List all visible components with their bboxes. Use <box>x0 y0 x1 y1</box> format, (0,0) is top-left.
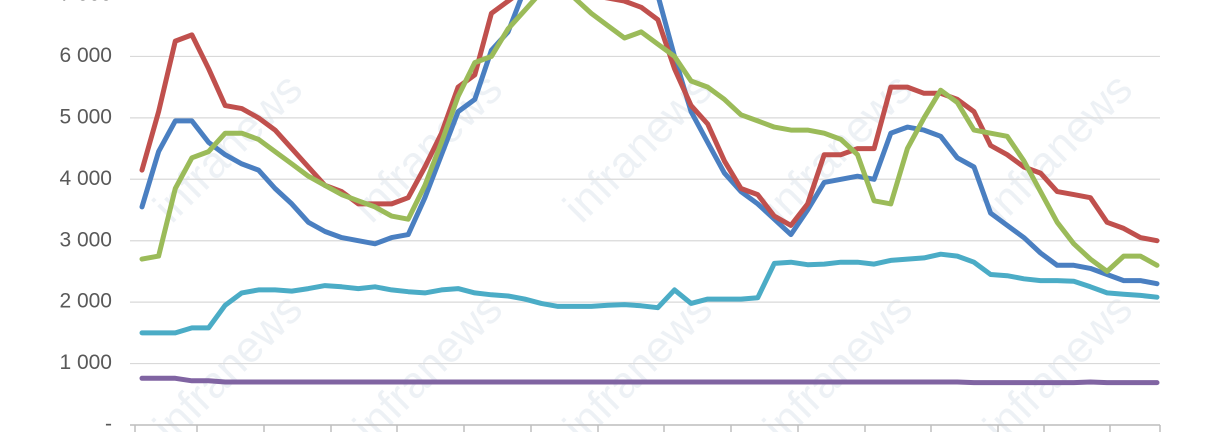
x-axis <box>130 424 1161 432</box>
watermark: infranews <box>974 284 1142 432</box>
watermark-layer: infranews infranews infranews infranews infr… <box>144 64 1142 432</box>
series-line <box>139 0 1160 287</box>
y-tick-label: 3 000 <box>59 228 112 251</box>
lines <box>139 0 1160 386</box>
y-tick-label: 7 000 <box>59 0 112 6</box>
series-line <box>139 0 1160 244</box>
watermark: infranews <box>754 284 922 432</box>
y-tick-label: 2 000 <box>59 290 112 313</box>
y-tick-label: 1 000 <box>59 351 112 374</box>
watermark: infranews <box>554 64 722 232</box>
series-line <box>139 375 1160 386</box>
y-tick-label: - <box>105 413 112 432</box>
y-tick-label: 5 000 <box>59 105 112 128</box>
series-line <box>139 0 1160 274</box>
watermark: infranews <box>344 284 512 432</box>
y-tick-label: 6 000 <box>59 44 112 67</box>
y-tick-label: 4 000 <box>59 167 112 190</box>
series-line <box>139 251 1160 336</box>
